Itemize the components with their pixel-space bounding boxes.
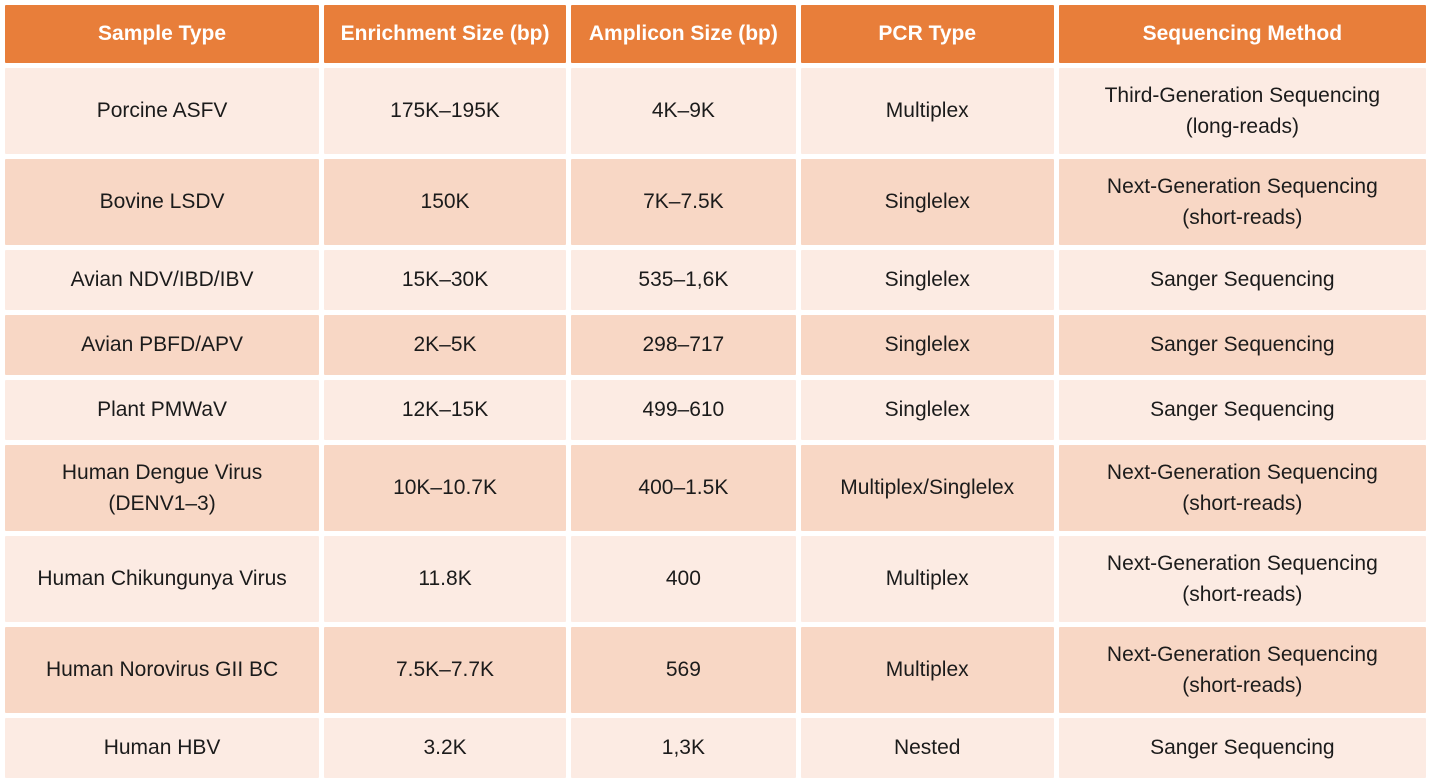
table-row: Human Norovirus GII BC 7.5K–7.7K 569 Multip…	[5, 627, 1426, 713]
table-cell: Human Chikungunya Virus	[5, 536, 320, 622]
column-header-amplicon-size-bp: Amplicon Size (bp)	[570, 5, 796, 63]
table-cell: Singlelex	[800, 315, 1054, 375]
table-cell: 7K–7.5K	[570, 159, 796, 245]
table-cell: 12K–15K	[324, 380, 566, 440]
table-cell: 175K–195K	[324, 68, 566, 154]
table-cell: Singlelex	[800, 250, 1054, 310]
table-cell: 11.8K	[324, 536, 566, 622]
table-cell: Nested	[800, 718, 1054, 778]
table-cell: 499–610	[570, 380, 796, 440]
table-cell: 569	[570, 627, 796, 713]
table-cell: 15K–30K	[324, 250, 566, 310]
column-header-sequencing-method: Sequencing Method	[1058, 5, 1426, 63]
table-cell: Human Norovirus GII BC	[5, 627, 320, 713]
table-cell: Third-Generation Sequencing (long-reads)	[1058, 68, 1426, 154]
table-cell: 298–717	[570, 315, 796, 375]
table-cell: Sanger Sequencing	[1058, 250, 1426, 310]
table-cell: Bovine LSDV	[5, 159, 320, 245]
table-row: Avian NDV/IBD/IBV 15K–30K 535–1,6K Singlele…	[5, 250, 1426, 310]
table-row: Porcine ASFV 175K–195K 4K–9K Multiplex Third…	[5, 68, 1426, 154]
table-row: Human HBV 3.2K 1,3K Nested Sanger Sequencing	[5, 718, 1426, 778]
table-cell: 7.5K–7.7K	[324, 627, 566, 713]
table-cell: Next-Generation Sequencing (short-reads)	[1058, 536, 1426, 622]
table-row: Plant PMWaV 12K–15K 499–610 Singlelex Sanger…	[5, 380, 1426, 440]
table-body: Porcine ASFV 175K–195K 4K–9K Multiplex Third…	[5, 68, 1426, 778]
table-row: Human Dengue Virus (DENV1–3) 10K–10.7K 400…	[5, 445, 1426, 531]
table-cell: Human HBV	[5, 718, 320, 778]
column-header-enrichment-size-bp: Enrichment Size (bp)	[324, 5, 566, 63]
table-cell: Multiplex	[800, 536, 1054, 622]
table-cell: 2K–5K	[324, 315, 566, 375]
table-cell: Sanger Sequencing	[1058, 718, 1426, 778]
column-header-sample-type: Sample Type	[5, 5, 320, 63]
table-cell: 3.2K	[324, 718, 566, 778]
table-cell: Avian NDV/IBD/IBV	[5, 250, 320, 310]
table-cell: 1,3K	[570, 718, 796, 778]
table-cell: Porcine ASFV	[5, 68, 320, 154]
table-cell: Plant PMWaV	[5, 380, 320, 440]
table-row: Human Chikungunya Virus 11.8K 400 Multiplex…	[5, 536, 1426, 622]
table-cell: Multiplex	[800, 627, 1054, 713]
table-cell: Next-Generation Sequencing (short-reads)	[1058, 627, 1426, 713]
table-cell: 535–1,6K	[570, 250, 796, 310]
table-row: Avian PBFD/APV 2K–5K 298–717 Singlelex Sange…	[5, 315, 1426, 375]
table-cell: 400	[570, 536, 796, 622]
table-cell: 10K–10.7K	[324, 445, 566, 531]
table-cell: Multiplex/Singlelex	[800, 445, 1054, 531]
table-cell: Next-Generation Sequencing (short-reads)	[1058, 445, 1426, 531]
table-row: Bovine LSDV 150K 7K–7.5K Singlelex Next-Gene…	[5, 159, 1426, 245]
table-cell: Singlelex	[800, 159, 1054, 245]
table-cell: 4K–9K	[570, 68, 796, 154]
table-cell: Sanger Sequencing	[1058, 380, 1426, 440]
table-cell: Next-Generation Sequencing (short-reads)	[1058, 159, 1426, 245]
table-cell: Avian PBFD/APV	[5, 315, 320, 375]
table-cell: Human Dengue Virus (DENV1–3)	[5, 445, 320, 531]
table-cell: 400–1.5K	[570, 445, 796, 531]
table-cell: Singlelex	[800, 380, 1054, 440]
table-cell: 150K	[324, 159, 566, 245]
table-cell: Sanger Sequencing	[1058, 315, 1426, 375]
column-header-pcr-type: PCR Type	[800, 5, 1054, 63]
table-cell: Multiplex	[800, 68, 1054, 154]
header-row: Sample Type Enrichment Size (bp) Amplicon …	[5, 5, 1426, 63]
